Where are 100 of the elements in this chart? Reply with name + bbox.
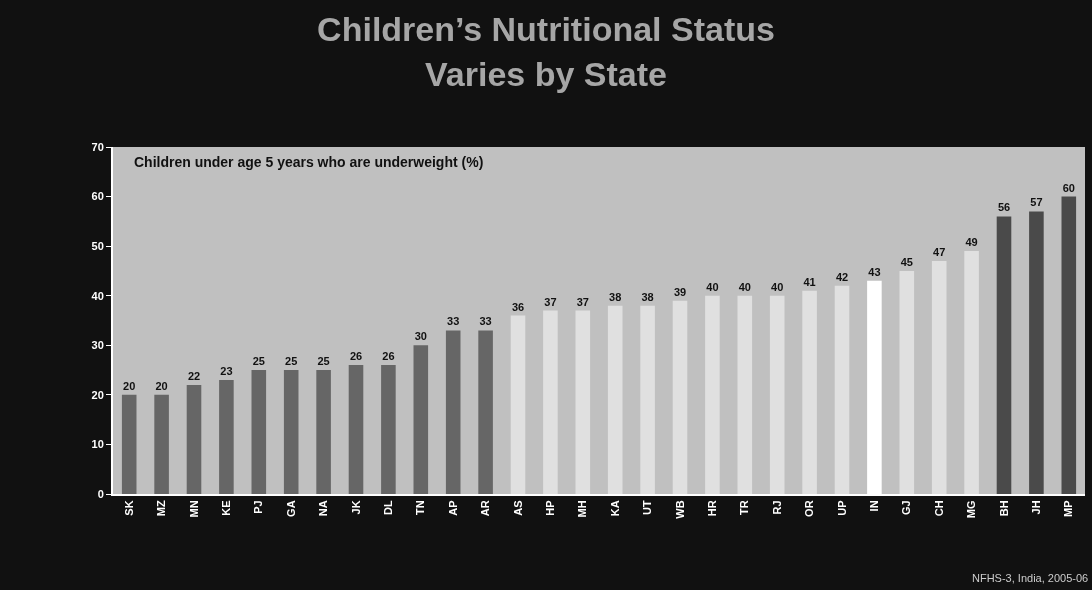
bar [1029,211,1044,494]
x-tick-label: JK [349,500,362,515]
x-tick-label: BH [997,500,1010,517]
data-label: 42 [835,270,849,283]
x-tick-label: SK [122,500,135,516]
bar [348,365,364,494]
x-tick-label: RJ [770,500,783,515]
bar [413,345,429,494]
bar [769,295,785,494]
x-tick-label: IN [867,500,880,512]
x-tick-label: MN [187,500,200,518]
bar [705,295,720,494]
bar [283,370,299,494]
bar [121,394,137,494]
y-tick-label: 20 [91,388,104,401]
bar [543,310,558,494]
bar [672,300,688,494]
bar [186,384,202,494]
y-tick-label: 10 [91,438,104,451]
data-label: 43 [868,265,881,278]
data-label: 25 [252,355,265,368]
text: Children under age 5 years who are underweight (%) [134,154,484,170]
data-label: 25 [285,355,298,368]
x-tick-label: GJ [900,500,913,516]
data-label: 38 [641,290,654,303]
x-tick-label: MH [576,500,589,518]
bar [607,305,623,494]
data-label: 33 [479,315,492,328]
x-tick-label: MP [1062,500,1075,517]
x-tick-label: WB [673,500,686,519]
chart-title: Children’s Nutritional Status Varies by State [317,10,775,93]
bar [802,290,817,494]
data-label: 39 [673,285,687,298]
x-tick-label: AS [511,500,524,516]
bar [510,315,526,494]
data-label: 22 [187,369,201,382]
data-label: 20 [123,379,136,392]
data-label: 49 [965,236,978,249]
data-label: 60 [1062,181,1075,194]
data-label: 30 [414,330,427,343]
bar [737,295,753,494]
x-tick-label: PJ [252,500,265,514]
data-label: 23 [220,364,233,377]
bar [996,216,1012,494]
data-label: 57 [1030,196,1043,209]
x-tick-label: MZ [155,500,168,517]
bar [899,270,915,494]
x-tick-label: AP [446,500,459,516]
x-tick-label: UP [835,500,848,516]
y-tick-label: 30 [91,339,104,352]
y-tick-label: 60 [91,190,104,203]
x-tick-label: KE [219,500,232,516]
x-tick-label: KA [608,500,621,517]
bar [575,310,591,494]
data-label: 25 [317,355,330,368]
data-label: 33 [447,315,460,328]
y-tick-label: 50 [91,239,104,252]
x-tick-label: AR [479,500,492,517]
x-tick-label: DL [381,500,394,516]
y-tick-label: 0 [97,487,104,500]
bar [1061,196,1077,494]
x-tick-label: TN [414,500,427,516]
bar [251,370,267,494]
data-label: 40 [738,280,751,293]
data-label: 45 [900,255,913,268]
data-label: 41 [803,275,816,288]
x-tick-label: GA [284,500,297,517]
x-tick-label: JH [1029,500,1042,515]
bar [834,285,850,494]
x-tick-label: CH [932,500,945,517]
bar [219,379,234,494]
data-label: 40 [771,280,784,293]
data-label: 40 [706,280,719,293]
data-label: 56 [997,201,1011,214]
x-tick-label: HR [705,500,718,517]
x-tick-label: UT [641,500,654,516]
data-label: 26 [349,350,363,363]
x-tick-label: TR [738,500,751,516]
data-label: 47 [933,246,946,259]
x-tick-label: MG [965,500,978,519]
bar [964,251,979,494]
data-label: 36 [511,300,525,313]
bar [445,330,461,494]
bar [931,261,947,494]
x-tick-label: OR [803,500,816,517]
bar [154,394,169,494]
x-tick-label: HP [543,500,556,516]
bar [381,365,396,494]
data-label: 20 [155,379,168,392]
text: NFHS-3, India, 2005-06 [972,572,1089,584]
data-label: 37 [544,295,557,308]
x-tick-label: NA [317,500,330,517]
data-label: 37 [576,295,589,308]
bar [640,305,655,494]
bar [316,370,331,494]
y-tick-label: 40 [91,289,104,302]
y-tick-label: 70 [91,140,104,153]
data-label: 26 [382,350,395,363]
bar [478,330,493,494]
data-label: 38 [609,290,622,303]
